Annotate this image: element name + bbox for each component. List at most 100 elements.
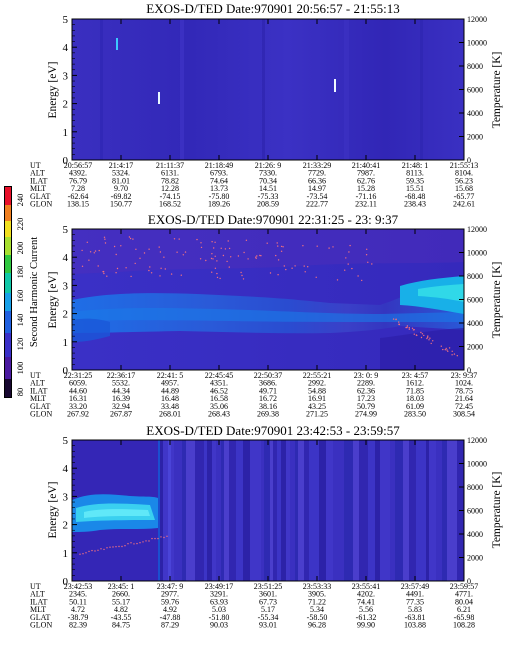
table-cell: 44.89 xyxy=(161,386,179,395)
temperature-dot xyxy=(307,266,309,268)
panel-3-plot-area xyxy=(71,439,465,582)
temperature-dot xyxy=(226,260,228,263)
table-cell: 16.39 xyxy=(112,394,130,403)
temperature-dot xyxy=(150,272,153,274)
temperature-dot xyxy=(302,245,304,247)
y-tick-label: 2 xyxy=(63,99,69,111)
temperature-dot xyxy=(210,257,213,260)
table-cell: -55.34 xyxy=(258,613,279,622)
temperature-dot xyxy=(148,540,150,542)
temperature-dot xyxy=(180,274,182,276)
temperature-dot xyxy=(154,537,156,540)
table-cell: 23:57:49 xyxy=(401,582,429,591)
table-cell: 16.72 xyxy=(259,394,277,403)
table-cell: 44.60 xyxy=(69,386,87,395)
table-cell: 55.17 xyxy=(112,597,130,606)
temperature-dot xyxy=(115,546,117,548)
stripe xyxy=(359,440,368,581)
temperature-dot xyxy=(445,347,447,350)
colorbar-tick-label: 200 xyxy=(15,242,25,255)
stripe xyxy=(442,440,447,581)
temperature-dot xyxy=(415,334,418,336)
table-row-label: ALT xyxy=(30,590,45,599)
temperature-dot xyxy=(136,542,138,545)
table-cell: 22:55:21 xyxy=(303,371,331,380)
table-cell: 78.82 xyxy=(161,176,179,185)
temperature-dot xyxy=(214,255,216,257)
y2-tick-label: 0 xyxy=(467,366,471,375)
temperature-dot xyxy=(102,271,104,273)
panel-2-title: EXOS-D/TED Date:970901 22:31:25 - 23: 9:… xyxy=(148,212,399,227)
y2-tick-label: 0 xyxy=(467,577,471,586)
y2-tick-label: 4000 xyxy=(467,530,483,539)
table-cell: 22:45:45 xyxy=(205,371,233,380)
temperature-dot xyxy=(132,238,134,240)
temperature-dot xyxy=(413,333,415,335)
table-row-label: ALT xyxy=(30,379,45,388)
panel-2-temperature-dots xyxy=(81,236,458,357)
temperature-dot xyxy=(228,266,230,268)
panel-3-y2label: Temperature [K] xyxy=(491,472,503,549)
table-cell: 23:42:53 xyxy=(64,582,92,591)
temperature-dot xyxy=(224,248,227,250)
stripe xyxy=(380,440,390,581)
table-cell: 2977. xyxy=(161,590,179,599)
temperature-dot xyxy=(109,546,111,548)
temperature-dot xyxy=(242,278,245,280)
panel-3-temperature-dots xyxy=(79,535,168,555)
stripe xyxy=(447,440,457,581)
table-cell: 2289. xyxy=(357,379,375,388)
y2-tick-label: 10000 xyxy=(467,460,487,469)
table-cell: -68.48 xyxy=(405,192,426,201)
colorbar-tick-label: 180 xyxy=(15,266,25,279)
temperature-dot xyxy=(349,244,351,247)
temperature-dot xyxy=(212,258,214,260)
temperature-dot xyxy=(115,272,117,274)
table-cell: 2992. xyxy=(308,379,326,388)
temperature-dot xyxy=(127,543,129,545)
table-cell: 5.34 xyxy=(310,605,324,614)
table-cell: 4392. xyxy=(69,169,87,178)
table-cell: -65.98 xyxy=(454,613,475,622)
table-cell: 16.58 xyxy=(210,394,228,403)
temperature-dot xyxy=(240,271,242,274)
stripe xyxy=(429,440,436,581)
table-cell: 23:55:41 xyxy=(352,582,380,591)
table-row-label: ALT xyxy=(30,169,45,178)
stripe xyxy=(261,440,264,581)
stripe xyxy=(290,440,295,581)
table-cell: 23: 0: 9 xyxy=(354,371,378,380)
table-cell: 5.56 xyxy=(359,605,373,614)
temperature-dot xyxy=(129,237,132,240)
temperature-dot xyxy=(116,267,119,270)
temperature-dot xyxy=(216,260,218,262)
temperature-dot xyxy=(345,257,347,259)
temperature-dot xyxy=(81,265,84,267)
stripe xyxy=(250,440,261,581)
temperature-dot xyxy=(421,333,424,335)
table-cell: 35.06 xyxy=(210,402,228,411)
stripe xyxy=(286,440,290,581)
table-cell: 84.75 xyxy=(112,621,130,630)
stripe xyxy=(281,440,286,581)
temperature-dot xyxy=(420,336,423,339)
y-tick-label: 3 xyxy=(63,70,69,82)
temperature-dot xyxy=(222,254,225,257)
panel-1-title: EXOS-D/TED Date:970901 20:56:57 - 21:55:… xyxy=(146,1,399,16)
table-cell: -75.80 xyxy=(209,192,230,201)
table-cell: -43.55 xyxy=(111,613,132,622)
temperature-dot xyxy=(227,240,229,242)
table-cell: 23:49:17 xyxy=(205,582,233,591)
temperature-dot xyxy=(93,252,96,254)
table-cell: 62.36 xyxy=(357,386,375,395)
y-tick-label: 5 xyxy=(63,435,69,447)
colorbar-tick-label: 240 xyxy=(15,194,25,207)
temperature-dot xyxy=(214,267,217,269)
temperature-dot xyxy=(406,325,409,327)
temperature-dot xyxy=(125,267,127,269)
table-cell: 4.72 xyxy=(71,605,85,614)
temperature-dot xyxy=(269,272,272,274)
table-cell: 21:11:37 xyxy=(156,161,184,170)
stripe xyxy=(243,440,250,581)
temperature-dot xyxy=(94,250,97,252)
